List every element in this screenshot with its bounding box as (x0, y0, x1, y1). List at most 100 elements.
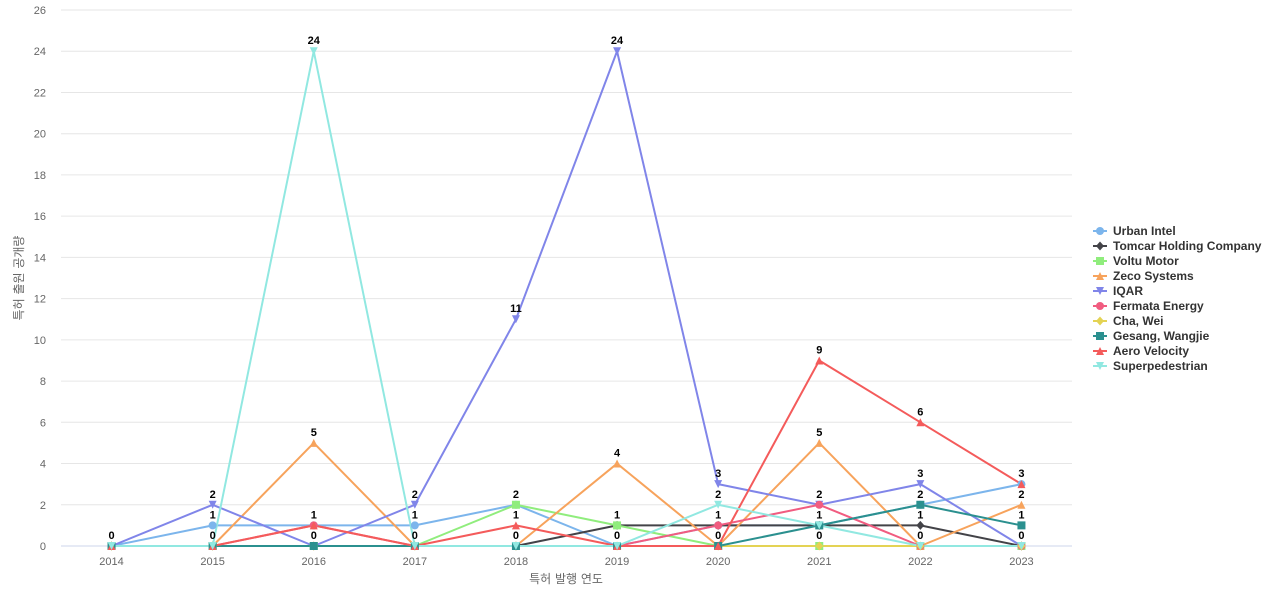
legend-item[interactable]: IQAR (1093, 284, 1143, 298)
legend-item[interactable]: Zeco Systems (1093, 269, 1194, 283)
legend-label: Urban Intel (1113, 224, 1176, 238)
series-line (110, 359, 1023, 547)
y-tick-label: 8 (40, 376, 46, 388)
data-label: 6 (917, 406, 923, 418)
legend-label: Tomcar Holding Company (1113, 239, 1262, 253)
data-label: 2 (412, 489, 418, 501)
legend-item[interactable]: Tomcar Holding Company (1093, 239, 1262, 253)
data-point (511, 315, 520, 324)
data-label: 1 (614, 509, 620, 521)
y-tick-label: 2 (40, 500, 46, 512)
y-tick-label: 14 (34, 252, 46, 264)
data-label: 2 (513, 489, 519, 501)
legend-marker (1096, 362, 1104, 370)
series-line (110, 50, 1023, 547)
data-point (208, 542, 217, 550)
data-point (410, 542, 419, 550)
legend-marker (1096, 227, 1104, 235)
y-tick-label: 6 (40, 417, 46, 429)
legend-label: Fermata Energy (1113, 299, 1204, 313)
data-point (309, 542, 318, 550)
legend-marker (1096, 272, 1104, 280)
data-point (1017, 500, 1026, 509)
data-point (916, 480, 925, 489)
legend-item[interactable]: Urban Intel (1093, 224, 1176, 238)
data-point (511, 521, 520, 530)
data-point (613, 542, 622, 550)
data-point (613, 47, 622, 56)
x-tick-label: 2020 (706, 556, 730, 568)
data-point (511, 500, 520, 509)
data-point (714, 542, 723, 550)
data-point (714, 480, 723, 489)
data-label: 0 (715, 530, 721, 542)
data-point (309, 521, 318, 530)
y-tick-label: 24 (34, 46, 46, 58)
data-label: 1 (311, 509, 317, 521)
data-label: 1 (917, 509, 923, 521)
legend-item[interactable]: Aero Velocity (1093, 344, 1189, 358)
legend-label: Gesang, Wangjie (1113, 329, 1210, 343)
data-label: 3 (715, 468, 721, 480)
y-tick-label: 4 (40, 459, 46, 471)
x-tick-label: 2016 (302, 556, 326, 568)
legend-item[interactable]: Voltu Motor (1093, 254, 1179, 268)
data-label: 0 (816, 530, 822, 542)
legend-marker (1096, 347, 1104, 355)
legend-item[interactable]: Superpedestrian (1093, 359, 1208, 373)
legend-label: IQAR (1113, 284, 1143, 298)
data-point (815, 541, 824, 551)
data-point (916, 542, 925, 550)
data-point (613, 521, 622, 530)
x-tick-label: 2014 (99, 556, 123, 568)
data-label: 0 (513, 530, 519, 542)
legend-marker (1096, 241, 1104, 251)
data-label: 1 (1018, 509, 1024, 521)
data-label: 0 (108, 530, 114, 542)
data-point (309, 438, 318, 447)
data-point (410, 500, 419, 509)
y-tick-label: 20 (34, 129, 46, 141)
grid-lines (61, 9, 1072, 547)
x-tick-label: 2021 (807, 556, 831, 568)
legend-label: Cha, Wei (1113, 314, 1163, 328)
legend-item[interactable]: Gesang, Wangjie (1093, 329, 1210, 343)
data-label: 5 (816, 427, 822, 439)
data-label: 1 (715, 509, 721, 521)
data-point (613, 459, 622, 468)
data-label: 9 (816, 344, 822, 356)
data-point (815, 500, 824, 509)
y-axis-title: 특허 출원 공개량 (12, 236, 26, 321)
data-label: 1 (412, 509, 418, 521)
y-tick-label: 26 (34, 5, 46, 17)
data-point (916, 520, 925, 530)
data-point (1017, 521, 1026, 530)
data-point (208, 521, 217, 530)
y-tick-label: 18 (34, 170, 46, 182)
data-label: 0 (210, 530, 216, 542)
data-point (916, 418, 925, 427)
legend-marker (1096, 316, 1104, 326)
data-label: 1 (816, 509, 822, 521)
data-point (511, 542, 520, 550)
data-label: 3 (1018, 468, 1024, 480)
data-label: 2 (917, 489, 923, 501)
data-label: 0 (917, 530, 923, 542)
legend-item[interactable]: Fermata Energy (1093, 299, 1204, 313)
legend-label: Superpedestrian (1113, 359, 1208, 373)
data-label: 2 (816, 489, 822, 501)
x-axis-title: 특허 발행 연도 (529, 571, 603, 586)
x-tick-label: 2019 (605, 556, 629, 568)
data-point (815, 521, 824, 530)
data-label: 2 (715, 489, 721, 501)
data-point (916, 500, 925, 509)
data-point (410, 521, 419, 530)
data-label: 0 (412, 530, 418, 542)
legend-marker (1096, 287, 1104, 295)
x-tick-label: 2017 (403, 556, 427, 568)
y-tick-label: 0 (40, 541, 46, 553)
legend-item[interactable]: Cha, Wei (1093, 314, 1163, 328)
